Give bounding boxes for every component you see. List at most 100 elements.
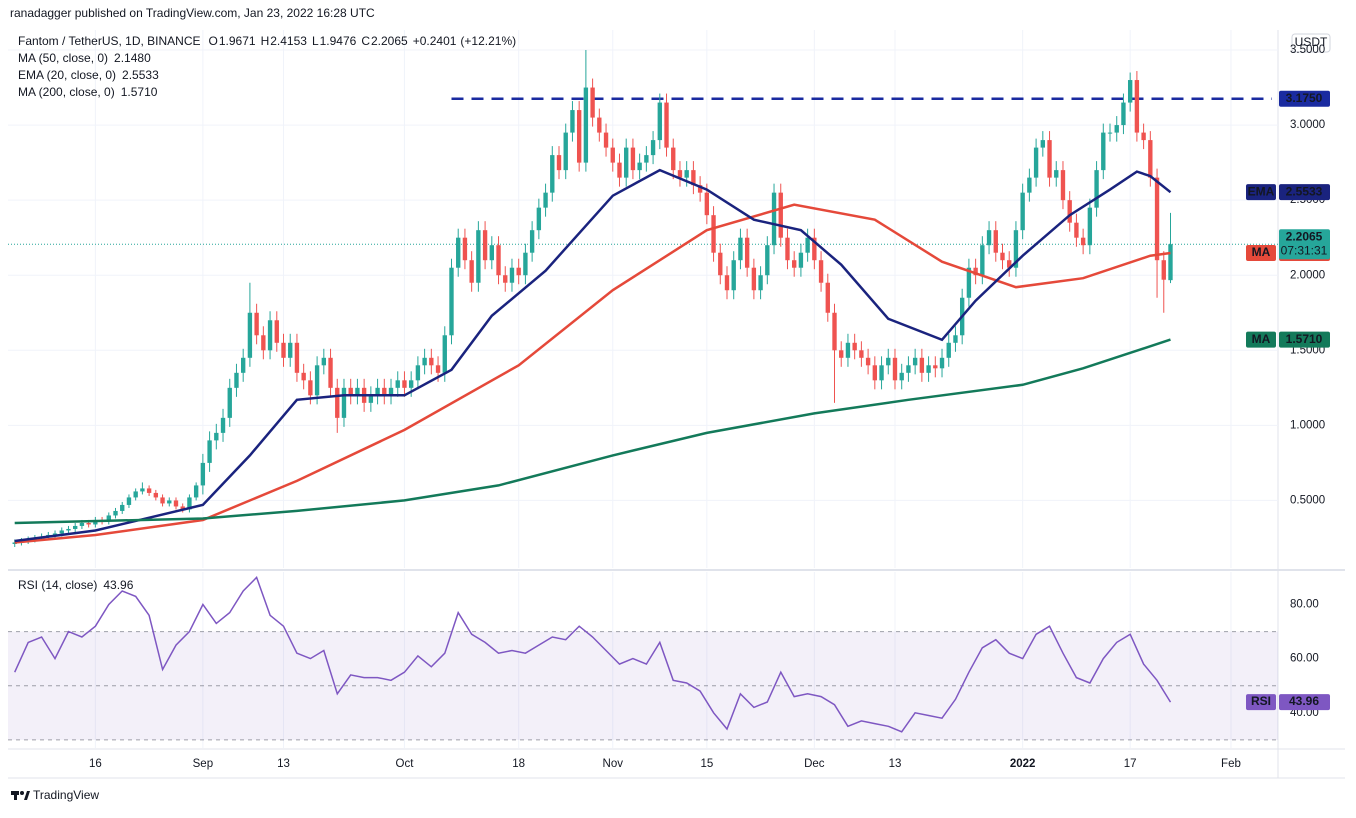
candle-body: [66, 528, 71, 531]
y-tick-label: 3.0000: [1290, 119, 1325, 131]
candle-body: [274, 320, 279, 343]
price-tag-value: 3.1750: [1286, 91, 1323, 105]
candle-body: [254, 312, 259, 336]
legend-text: O: [209, 34, 218, 48]
candle-body: [812, 237, 817, 261]
candle-body: [335, 387, 340, 418]
legend-text: Fantom / TetherUS, 1D, BINANCE: [18, 34, 201, 48]
x-tick-label: Oct: [396, 758, 415, 770]
candle-body: [422, 357, 427, 366]
candle-body: [966, 267, 972, 298]
candle-body: [852, 342, 857, 351]
candle-body: [52, 533, 58, 535]
candle-body: [973, 267, 978, 276]
candle-body: [576, 110, 582, 163]
indicator-line: [14, 203, 1171, 544]
candle-body: [435, 365, 441, 373]
candle-body: [227, 387, 232, 418]
candle-body: [106, 515, 111, 522]
candle-body: [839, 350, 844, 358]
legend-text: MA (200, close, 0): [18, 85, 115, 99]
rsi-tick-label: 60.00: [1290, 653, 1319, 665]
candle-body: [368, 395, 374, 403]
candle-body: [449, 267, 454, 336]
candle-body: [650, 140, 656, 156]
candle-body: [348, 387, 353, 396]
candle-body: [570, 110, 575, 133]
candle-body: [765, 245, 770, 276]
candle-body: [872, 365, 878, 381]
price-tag-value: 43.96: [1289, 694, 1319, 708]
candle-body: [912, 357, 918, 366]
candle-body: [859, 350, 864, 358]
candle-body: [126, 497, 132, 505]
candle-body: [1067, 200, 1072, 223]
candle-body: [637, 162, 642, 171]
logo-part: [20, 791, 24, 795]
candle-body: [1020, 192, 1025, 231]
legend-text: 1.9671: [219, 34, 256, 48]
candle-body: [402, 380, 407, 388]
candle-body: [785, 237, 790, 261]
candle-body: [886, 357, 891, 366]
legend-text: 2.1480: [114, 51, 151, 65]
candle-body: [953, 335, 958, 343]
y-tick-label: 3.5000: [1290, 44, 1325, 56]
tag-label: RSI: [1251, 694, 1271, 708]
x-tick-label: 13: [277, 758, 290, 770]
candle-body: [597, 117, 602, 133]
x-tick-label: 15: [700, 758, 713, 770]
candle-body: [906, 365, 911, 373]
candle-body: [120, 504, 125, 511]
tag-label-box: [1246, 245, 1276, 262]
candle-body: [415, 365, 421, 381]
legend-text: 43.96: [103, 578, 133, 592]
price-tag: [1279, 90, 1330, 107]
candle-body: [543, 192, 548, 208]
candle-body: [778, 192, 783, 238]
candle-body: [12, 542, 17, 544]
candle-body: [482, 230, 488, 261]
candle-body: [610, 147, 615, 163]
candle-body: [200, 462, 206, 486]
price-tag: [1279, 184, 1330, 201]
tag-label-box: [1246, 331, 1276, 348]
tag-label-box: [1246, 184, 1276, 201]
x-tick-label: Dec: [804, 758, 825, 770]
candle-body: [946, 342, 951, 358]
candle-body: [140, 488, 145, 492]
candle-body: [845, 342, 851, 358]
candle-body: [556, 155, 562, 171]
candle-body: [375, 387, 380, 396]
candle-body: [193, 485, 199, 498]
x-tick-label: 18: [512, 758, 525, 770]
candle-body: [86, 522, 91, 525]
candle-body: [529, 230, 535, 253]
candle-body: [657, 102, 662, 141]
candle-body: [1033, 147, 1039, 178]
candle-body: [476, 230, 481, 283]
candle-body: [865, 357, 871, 366]
x-tick-label: Feb: [1221, 758, 1241, 770]
price-tag-value: 2.2065: [1286, 229, 1323, 243]
candle-body: [59, 530, 64, 534]
legend-text: 2.4153: [270, 34, 307, 48]
brand-logo: [11, 791, 30, 800]
candle-body: [469, 260, 474, 283]
currency-box: [1291, 33, 1331, 53]
legend-text: L: [312, 34, 319, 48]
candle-body: [388, 387, 394, 396]
candle-body: [133, 491, 138, 498]
candle-body: [456, 237, 461, 268]
candle-body: [590, 87, 595, 118]
candle-body: [792, 260, 797, 268]
tag-label: EMA: [1248, 184, 1275, 198]
candle-body: [624, 147, 629, 178]
candle-body: [153, 492, 159, 498]
legend-text: 2.2065: [371, 34, 408, 48]
candle-body: [933, 365, 938, 369]
price-tag: [1279, 229, 1330, 260]
candle-body: [738, 237, 743, 261]
